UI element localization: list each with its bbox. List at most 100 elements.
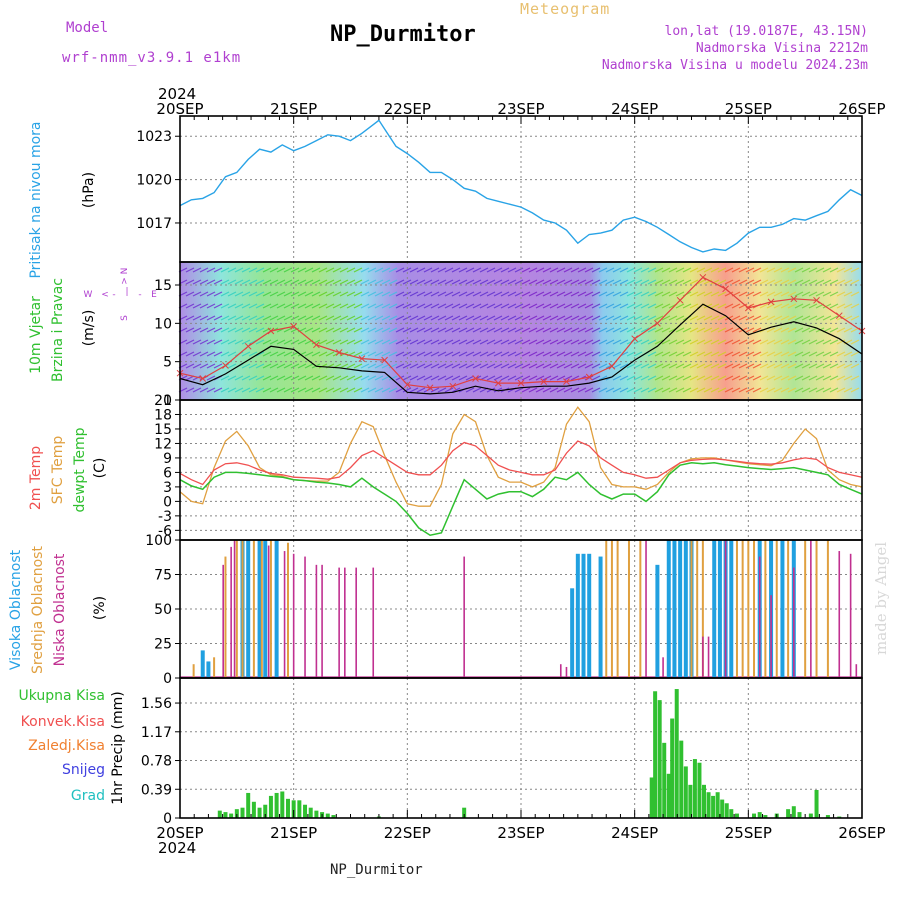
- mid-cloud-bar: [252, 540, 255, 678]
- precip-bar: [674, 689, 679, 818]
- low-cloud-bar: [855, 664, 858, 678]
- precip-bar: [240, 807, 245, 818]
- high-cloud-bar: [666, 540, 671, 678]
- precip-bar: [702, 784, 707, 818]
- mid-cloud-bar: [235, 540, 238, 678]
- svg-text:Ukupna Kisa: Ukupna Kisa: [18, 688, 105, 704]
- mid-cloud-bar: [826, 540, 829, 678]
- precip-bar: [763, 815, 768, 818]
- precip-bar: [757, 812, 762, 818]
- y-tick-label: 0: [163, 671, 172, 687]
- svg-text:1hr Precip (mm): 1hr Precip (mm): [110, 691, 126, 804]
- x-label-top: 24SEP: [611, 100, 658, 118]
- svg-text:Srednja Oblacnost: Srednja Oblacnost: [30, 546, 46, 674]
- precip-bar: [706, 792, 711, 818]
- precip-bar: [308, 807, 313, 818]
- station-title: NP_Durmitor: [330, 22, 476, 47]
- x-label-top: 23SEP: [497, 100, 544, 118]
- high-cloud-bar: [729, 540, 734, 678]
- gust-marker: [676, 296, 684, 304]
- x-label-top: 26SEP: [838, 100, 885, 118]
- precip-bar: [657, 700, 662, 818]
- low-cloud-bar: [233, 540, 236, 678]
- gust-marker: [722, 285, 729, 293]
- low-cloud-bar: [645, 540, 647, 678]
- gust-marker: [790, 295, 798, 303]
- y-tick-label: 12: [154, 436, 172, 452]
- low-cloud-bar: [702, 636, 704, 678]
- low-cloud-bar: [565, 666, 568, 678]
- y-tick-label: 0.39: [141, 782, 172, 798]
- gust-marker: [313, 341, 320, 349]
- dewpoint-line: [179, 462, 863, 536]
- y-tick-label: 18: [154, 407, 172, 423]
- low-cloud-bar: [758, 556, 761, 678]
- mid-cloud-bar: [764, 540, 767, 678]
- pressure-ylabel: Pritisak na nivou mora (hPa): [28, 121, 97, 278]
- svg-text:(hPa): (hPa): [81, 172, 97, 208]
- model-label: Model: [66, 20, 109, 36]
- svg-text:(%): (%): [92, 596, 108, 620]
- high-cloud-bar: [570, 588, 575, 678]
- gust-marker: [517, 379, 525, 387]
- gust-marker: [767, 298, 775, 306]
- mid-cloud-bar: [241, 540, 244, 678]
- x-label-bottom: 21SEP: [270, 824, 317, 842]
- mid-cloud-bar: [224, 556, 227, 678]
- precip-bar: [720, 799, 725, 818]
- low-cloud-bar: [222, 564, 224, 678]
- svg-text:Visoka Oblacnost: Visoka Oblacnost: [8, 549, 24, 670]
- y-tick-label: 1020: [136, 173, 172, 189]
- gust-marker: [494, 379, 502, 387]
- gust-marker: [608, 362, 616, 370]
- svg-text:Niska Oblacnost: Niska Oblacnost: [52, 553, 68, 666]
- precip-bar: [729, 809, 734, 818]
- precip-bar: [223, 812, 228, 818]
- svg-text:|: |: [125, 287, 128, 297]
- svg-text:Snijeg: Snijeg: [62, 762, 105, 778]
- mid-cloud-bar: [775, 540, 778, 678]
- y-tick-label: 0: [163, 393, 172, 409]
- x-label-bottom: 23SEP: [497, 824, 544, 842]
- precip-bar: [257, 807, 262, 818]
- high-cloud-bar: [672, 540, 677, 678]
- low-cloud-bar: [662, 657, 664, 678]
- mid-cloud-bar: [747, 540, 750, 678]
- precip-bar: [314, 810, 319, 818]
- x-label-top: 25SEP: [725, 100, 772, 118]
- y-tick-label: 5: [163, 355, 172, 371]
- y-tick-label: 0: [163, 811, 172, 827]
- svg-text:W: W: [84, 290, 93, 300]
- svg-text:2m Temp: 2m Temp: [28, 446, 44, 510]
- high-cloud-bar: [257, 540, 262, 678]
- low-cloud-bar: [793, 567, 795, 678]
- y-tick-label: 9: [163, 451, 172, 467]
- precip-bar: [715, 792, 720, 818]
- y-tick-label: 25: [154, 637, 172, 653]
- precip-bar: [724, 803, 729, 818]
- gust-marker: [381, 356, 388, 364]
- low-cloud-bar: [292, 553, 295, 678]
- high-cloud-bar: [263, 540, 268, 678]
- wind-speed-line: [179, 303, 863, 395]
- y-tick-label: -6: [158, 523, 172, 539]
- elevation-label: Nadmorska Visina 2212m: [695, 41, 868, 56]
- high-cloud-bar: [206, 661, 211, 678]
- low-cloud-bar: [463, 556, 465, 678]
- low-cloud-bar: [304, 556, 306, 678]
- mid-cloud-bar: [605, 540, 608, 678]
- gust-marker: [222, 362, 229, 369]
- x-label-bottom: 20SEP: [156, 824, 203, 842]
- low-cloud-bar: [849, 553, 852, 678]
- y-tick-label: 1023: [136, 129, 172, 145]
- precip-bar: [331, 815, 336, 818]
- footer-station: NP_Durmitor: [330, 862, 423, 878]
- coords-label: lon,lat (19.0187E, 43.15N): [664, 24, 869, 39]
- y-tick-label: 100: [145, 533, 172, 549]
- precip-bar: [814, 790, 819, 818]
- svg-text:SFC Temp: SFC Temp: [50, 436, 66, 505]
- svg-text:Konvek.Kisa: Konvek.Kisa: [21, 714, 105, 730]
- x-label-bottom: 22SEP: [384, 824, 431, 842]
- x-label-top: 20SEP: [156, 100, 203, 118]
- low-cloud-bar: [338, 567, 340, 678]
